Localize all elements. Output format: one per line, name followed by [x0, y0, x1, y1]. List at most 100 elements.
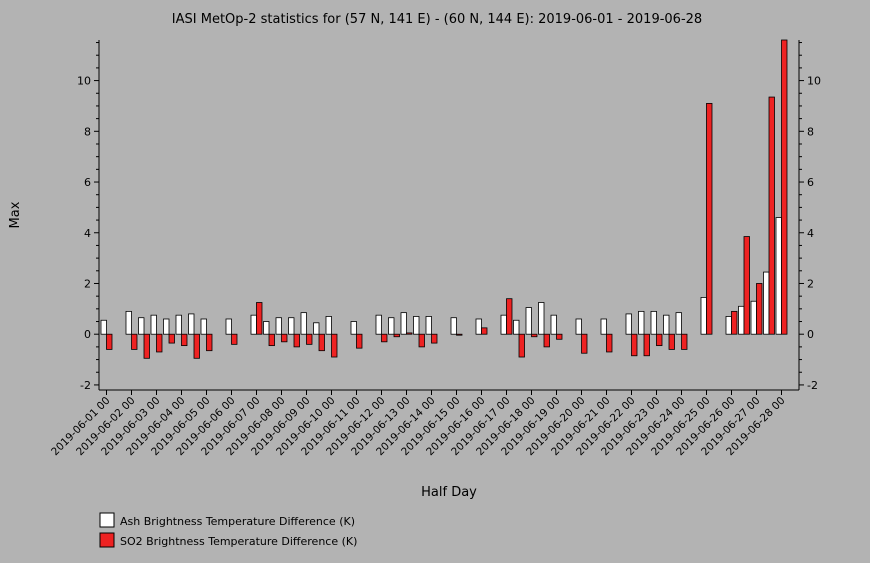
so2-bar-5 [168, 333, 175, 344]
y-tick-label-right-5: 8 [807, 125, 814, 138]
so2-bar-33 [518, 333, 525, 358]
y-tick-label-right-6: 10 [807, 75, 821, 88]
ash-bar-46 [675, 312, 682, 335]
ash-bar-3 [138, 317, 145, 335]
ash-bar-42 [625, 313, 632, 335]
ash-bar-16 [300, 312, 307, 335]
ash-bar-2 [125, 310, 132, 335]
legend-label-so2: SO2 Brightness Temperature Difference (K… [120, 535, 357, 548]
ash-bar-12 [250, 314, 257, 335]
y-tick-label-right-2: 2 [807, 277, 814, 290]
ash-bar-48 [700, 297, 707, 335]
so2-bar-45 [668, 333, 675, 350]
ash-bar-4 [150, 314, 157, 335]
so2-bar-16 [306, 333, 313, 345]
y-tick-label-left-2: 2 [84, 277, 91, 290]
y-tick-label-left-3: 4 [84, 227, 91, 240]
ash-bar-14 [275, 317, 282, 335]
ash-bar-20 [350, 321, 357, 335]
bars-group [100, 39, 788, 359]
so2-bar-51 [743, 236, 750, 335]
ash-bar-52 [750, 300, 757, 335]
ash-bar-45 [663, 314, 670, 335]
ash-bar-32 [500, 314, 507, 335]
ash-bar-23 [388, 317, 395, 335]
ash-bar-44 [650, 310, 657, 335]
so2-bar-35 [543, 333, 550, 348]
ash-bar-30 [475, 318, 482, 335]
so2-bar-23 [393, 333, 400, 338]
so2-bar-44 [656, 333, 663, 347]
so2-bar-22 [381, 333, 388, 343]
ash-bar-54 [775, 217, 782, 335]
y-tick-label-left-4: 6 [84, 176, 91, 189]
y-tick-label-right-3: 4 [807, 227, 814, 240]
y-tick-label-left-6: 10 [77, 75, 91, 88]
so2-bar-48 [706, 103, 713, 335]
so2-bar-8 [206, 333, 213, 352]
y-tick-label-left-0: -2 [80, 379, 91, 392]
so2-bar-18 [331, 333, 338, 358]
so2-bar-36 [556, 333, 563, 340]
ash-bar-43 [638, 310, 645, 335]
ash-bar-26 [425, 316, 432, 335]
so2-bar-24 [406, 332, 413, 335]
ash-bar-6 [175, 314, 182, 335]
so2-bar-42 [631, 333, 638, 357]
so2-bar-17 [318, 333, 325, 352]
ash-bar-5 [163, 318, 170, 335]
so2-bar-53 [768, 96, 775, 335]
ash-bar-34 [525, 307, 532, 335]
ash-bar-0 [100, 319, 107, 335]
so2-bar-46 [681, 333, 688, 350]
ash-bar-33 [513, 319, 520, 335]
legend: Ash Brightness Temperature Difference (K… [99, 512, 357, 548]
y-tick-label-right-0: -2 [807, 379, 818, 392]
ash-bar-17 [313, 322, 320, 335]
so2-bar-0 [106, 333, 113, 350]
ash-bar-25 [413, 316, 420, 335]
so2-bar-32 [506, 298, 513, 335]
y-tick-label-left-5: 8 [84, 125, 91, 138]
so2-bar-7 [193, 333, 200, 359]
y-tick-label-right-1: 0 [807, 328, 814, 341]
ash-bar-15 [288, 317, 295, 335]
ash-bar-10 [225, 318, 232, 335]
so2-bar-38 [581, 333, 588, 354]
y-tick-label-left-1: 0 [84, 328, 91, 341]
ash-bar-50 [725, 316, 732, 335]
ash-bar-18 [325, 316, 332, 335]
so2-bar-28 [456, 333, 463, 336]
so2-bar-43 [643, 333, 650, 357]
x-axis-label: Half Day [421, 485, 477, 500]
y-tick-label-right-4: 6 [807, 176, 814, 189]
ash-bar-7 [188, 313, 195, 335]
so2-bar-52 [756, 283, 763, 335]
so2-bar-30 [481, 327, 488, 335]
legend-swatch-ash [99, 512, 115, 528]
so2-bar-25 [418, 333, 425, 348]
so2-bar-2 [131, 333, 138, 350]
so2-bar-13 [268, 333, 275, 347]
so2-bar-40 [606, 333, 613, 353]
ash-bar-35 [538, 302, 545, 335]
y-axis-label: Max [8, 201, 23, 228]
so2-bar-3 [143, 333, 150, 359]
ash-bar-8 [200, 318, 207, 335]
so2-bar-20 [356, 333, 363, 349]
so2-bar-15 [293, 333, 300, 348]
ash-bar-53 [763, 271, 770, 335]
legend-label-ash: Ash Brightness Temperature Difference (K… [120, 515, 355, 528]
y-ticks-group: -2 -2 0 0 2 2 4 4 6 6 8 8 10 10 [77, 42, 821, 392]
ash-bar-24 [400, 312, 407, 335]
so2-bar-12 [256, 302, 263, 335]
ash-bar-38 [575, 318, 582, 335]
ash-bar-28 [450, 317, 457, 335]
so2-bar-14 [281, 333, 288, 343]
legend-swatch-so2 [99, 532, 115, 548]
chart-title: IASI MetOp-2 statistics for (57 N, 141 E… [172, 12, 702, 27]
so2-bar-54 [781, 39, 788, 335]
so2-bar-4 [156, 333, 163, 353]
